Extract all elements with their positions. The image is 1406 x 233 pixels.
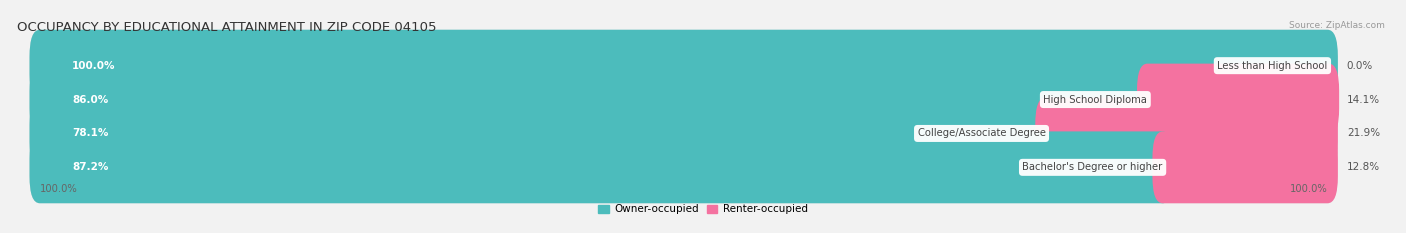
FancyBboxPatch shape — [30, 64, 1157, 135]
Text: College/Associate Degree: College/Associate Degree — [918, 128, 1046, 138]
Text: 0.0%: 0.0% — [1347, 61, 1374, 71]
FancyBboxPatch shape — [30, 98, 1339, 169]
Text: OCCUPANCY BY EDUCATIONAL ATTAINMENT IN ZIP CODE 04105: OCCUPANCY BY EDUCATIONAL ATTAINMENT IN Z… — [17, 21, 436, 34]
FancyBboxPatch shape — [30, 131, 1339, 203]
Legend: Owner-occupied, Renter-occupied: Owner-occupied, Renter-occupied — [595, 200, 811, 219]
Text: 100.0%: 100.0% — [1289, 184, 1327, 194]
Text: 87.2%: 87.2% — [72, 162, 108, 172]
FancyBboxPatch shape — [30, 131, 1173, 203]
Text: 12.8%: 12.8% — [1347, 162, 1381, 172]
Text: 78.1%: 78.1% — [72, 128, 108, 138]
Text: Bachelor's Degree or higher: Bachelor's Degree or higher — [1022, 162, 1163, 172]
FancyBboxPatch shape — [30, 98, 1056, 169]
FancyBboxPatch shape — [30, 30, 1339, 102]
FancyBboxPatch shape — [1035, 98, 1339, 169]
Text: 100.0%: 100.0% — [72, 61, 115, 71]
Text: High School Diploma: High School Diploma — [1043, 95, 1147, 105]
FancyBboxPatch shape — [30, 30, 1339, 102]
FancyBboxPatch shape — [30, 64, 1339, 135]
FancyBboxPatch shape — [1153, 131, 1339, 203]
Text: 14.1%: 14.1% — [1347, 95, 1381, 105]
Text: 100.0%: 100.0% — [39, 184, 77, 194]
FancyBboxPatch shape — [1137, 64, 1339, 135]
Text: Source: ZipAtlas.com: Source: ZipAtlas.com — [1289, 21, 1385, 30]
Text: 21.9%: 21.9% — [1347, 128, 1381, 138]
Text: 86.0%: 86.0% — [72, 95, 108, 105]
Text: Less than High School: Less than High School — [1218, 61, 1327, 71]
